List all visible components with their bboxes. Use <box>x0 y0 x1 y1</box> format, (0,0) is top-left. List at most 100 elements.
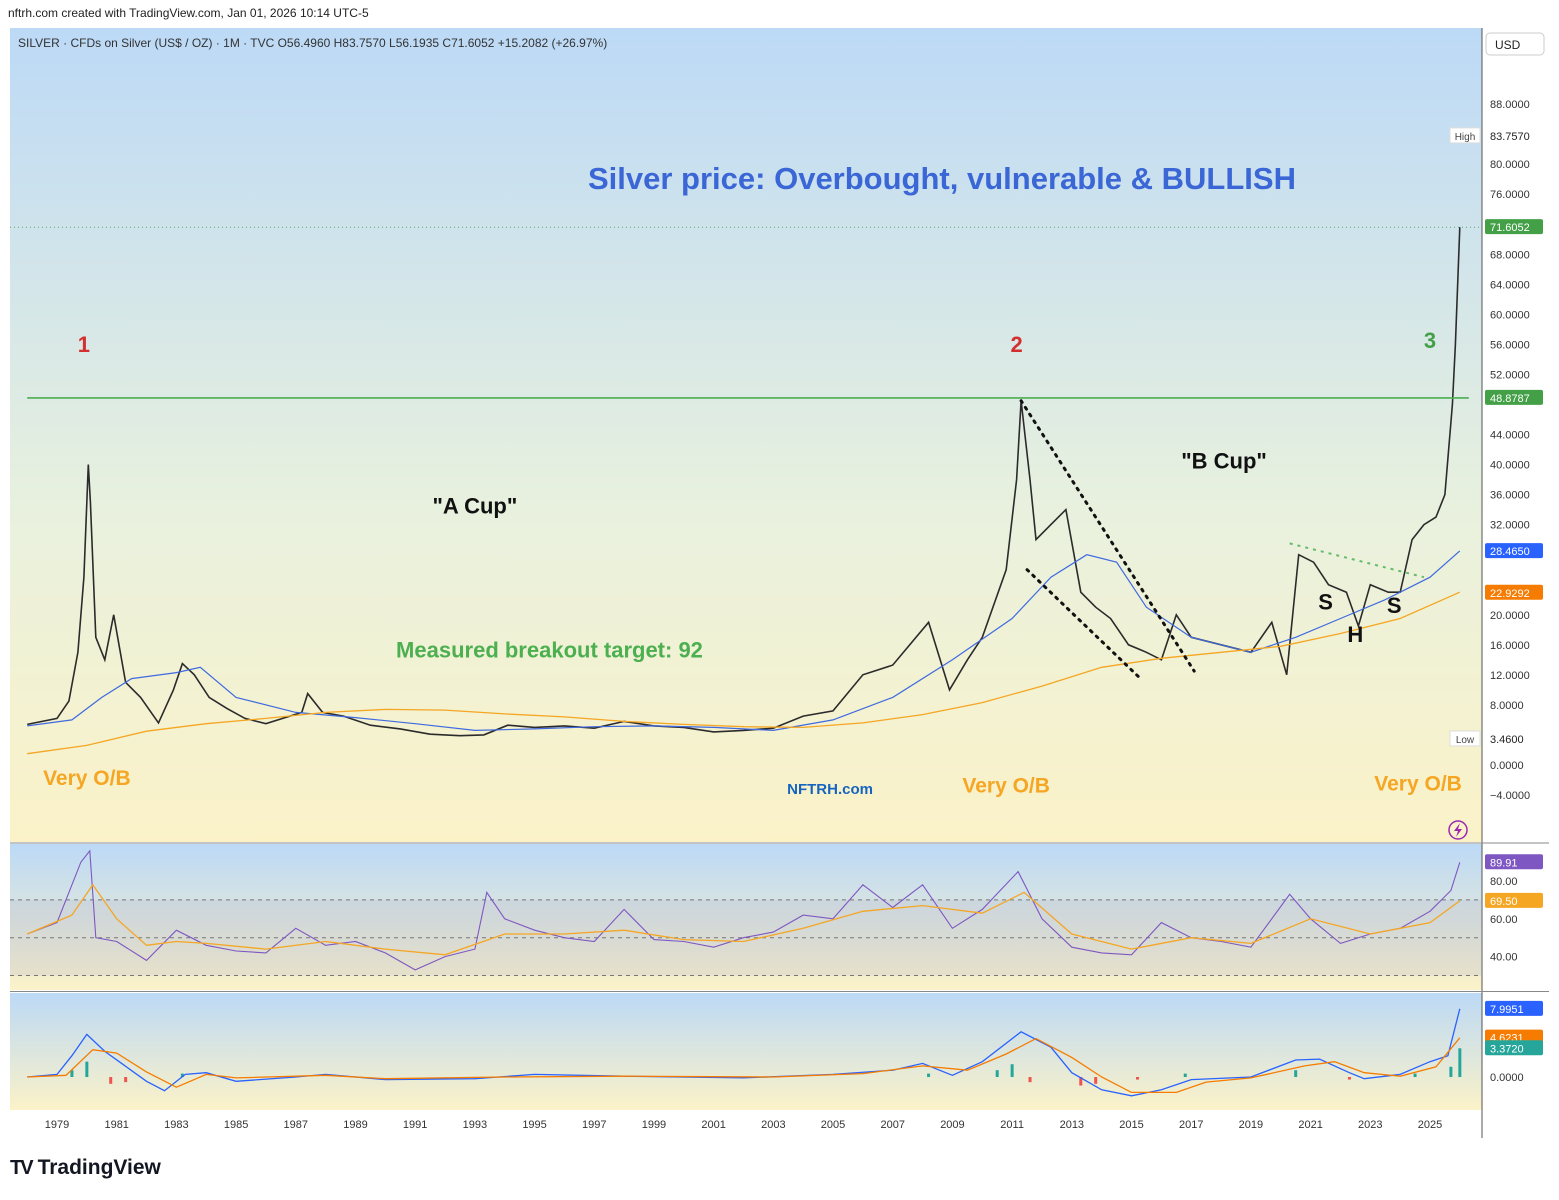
annotation-label: 3 <box>1424 328 1436 353</box>
price-tick-label: 64.0000 <box>1490 279 1530 291</box>
price-tag-value: 28.4650 <box>1490 546 1530 558</box>
price-tag-box <box>1485 219 1543 235</box>
symbol-legend[interactable]: SILVER · CFDs on Silver (US$ / OZ) · 1M … <box>18 36 607 50</box>
time-tick-label: 1995 <box>522 1119 546 1131</box>
macd-pane[interactable] <box>10 993 1482 1110</box>
time-tick-label: 2011 <box>1000 1119 1024 1131</box>
rsi-tick-label: 40.00 <box>1490 952 1518 964</box>
annotation-label: Very O/B <box>43 767 131 790</box>
time-tick-label: 2009 <box>940 1119 964 1131</box>
time-axis[interactable] <box>10 1110 1482 1138</box>
time-tick-label: 2003 <box>761 1119 785 1131</box>
price-tick-label: 80.0000 <box>1490 159 1530 171</box>
price-tag-value: 7.9951 <box>1490 1004 1524 1016</box>
macd-histogram-bar <box>1413 1073 1417 1078</box>
tradingview-logo[interactable]: TV TradingView <box>10 1156 161 1180</box>
price-pane[interactable] <box>10 28 1482 842</box>
macd-histogram-bar <box>1135 1077 1139 1080</box>
price-series-0 <box>27 227 1461 737</box>
time-tick-label: 1999 <box>642 1119 666 1131</box>
annotation-label: H <box>1347 622 1363 647</box>
price-tag-box <box>1485 389 1543 405</box>
macd-series-signal <box>27 1037 1461 1094</box>
price-tick-label: 32.0000 <box>1490 520 1530 532</box>
chart-credit: nftrh.com created with TradingView.com, … <box>8 6 369 20</box>
rsi-pane[interactable] <box>10 844 1482 990</box>
annotation-label: 1 <box>78 332 90 357</box>
annotation-label: S <box>1387 593 1402 618</box>
time-tick-label: 1983 <box>164 1119 188 1131</box>
price-tick-label: 0.0000 <box>1490 760 1524 772</box>
price-tag-box <box>1485 584 1543 600</box>
price-tag-value: 89.91 <box>1490 857 1518 869</box>
price-tick-label: 40.0000 <box>1490 460 1530 472</box>
price-tag-box <box>1485 1000 1543 1016</box>
price-tag-box <box>1449 730 1481 747</box>
time-tick-label: 1991 <box>403 1119 427 1131</box>
price-tick-label: 36.0000 <box>1490 490 1530 502</box>
channel-trendline[interactable] <box>1019 399 1196 673</box>
time-tick-label: 2015 <box>1119 1119 1143 1131</box>
macd-histogram-bar <box>109 1077 113 1084</box>
macd-histogram-bar <box>995 1070 999 1078</box>
macd-tick-label: 0.0000 <box>1490 1072 1524 1084</box>
time-tick-label: 2017 <box>1179 1119 1203 1131</box>
time-tick-label: 1997 <box>582 1119 606 1131</box>
price-tag-value: 3.3720 <box>1490 1043 1524 1055</box>
price-axis[interactable] <box>1482 28 1549 1138</box>
channel-trendline[interactable] <box>1025 568 1142 681</box>
annotation-label: "A Cup" <box>432 493 517 518</box>
price-tick-label: 52.0000 <box>1490 369 1530 381</box>
chart-title: Silver price: Overbought, vulnerable & B… <box>588 161 1296 196</box>
price-tick-label: 56.0000 <box>1490 339 1530 351</box>
time-tick-label: 2025 <box>1418 1119 1442 1131</box>
annotation-label: Measured breakout target: 92 <box>396 638 703 663</box>
price-tick-label: 88.0000 <box>1490 99 1530 111</box>
macd-histogram-bar <box>85 1061 89 1078</box>
price-tag-box <box>1485 1040 1543 1056</box>
time-tick-label: 1981 <box>104 1119 128 1131</box>
price-tag-box <box>1485 543 1543 559</box>
price-tick-label: 20.0000 <box>1490 610 1530 622</box>
annotation-label: NFTRH.com <box>787 781 873 798</box>
price-tick-label: −4.0000 <box>1490 790 1530 802</box>
alert-lightning-icon[interactable] <box>1448 820 1468 840</box>
macd-histogram-bar <box>1094 1077 1098 1084</box>
time-tick-label: 1993 <box>463 1119 487 1131</box>
price-tag-box <box>1485 892 1543 908</box>
time-tick-label: 1989 <box>343 1119 367 1131</box>
macd-histogram-bar <box>180 1073 184 1078</box>
annotation-label: Very O/B <box>962 775 1050 798</box>
time-tick-label: 2013 <box>1060 1119 1084 1131</box>
rsi-tick-label: 60.00 <box>1490 914 1518 926</box>
price-tick-label: 44.0000 <box>1490 430 1530 442</box>
currency-button[interactable] <box>1485 32 1545 56</box>
price-tag-caption: Low <box>1456 735 1475 746</box>
price-tag-value: 48.8787 <box>1490 393 1530 405</box>
time-tick-label: 1987 <box>284 1119 308 1131</box>
time-tick-label: 2005 <box>821 1119 845 1131</box>
macd-histogram-bar <box>1458 1048 1462 1078</box>
price-tag-box <box>1449 127 1481 144</box>
annotation-label: S <box>1318 589 1333 614</box>
macd-histogram-bar <box>1449 1066 1453 1078</box>
price-tag-value: 83.7570 <box>1490 131 1530 143</box>
annotation-label: Very O/B <box>1374 772 1462 795</box>
macd-histogram-bar <box>1010 1064 1014 1078</box>
price-tag-value: 3.4600 <box>1490 734 1524 746</box>
macd-histogram-bar <box>927 1073 931 1078</box>
price-tag-caption: High <box>1455 132 1476 143</box>
time-tick-label: 2023 <box>1358 1119 1382 1131</box>
time-tick-label: 2007 <box>880 1119 904 1131</box>
currency-button-label: USD <box>1495 38 1521 52</box>
macd-histogram-bar <box>1347 1077 1351 1080</box>
price-tick-label: 16.0000 <box>1490 640 1530 652</box>
macd-histogram-bar <box>1183 1073 1187 1078</box>
rsi-tick-label: 80.00 <box>1490 876 1518 888</box>
macd-histogram-bar <box>1079 1077 1083 1086</box>
price-tag-value: 69.50 <box>1490 896 1518 908</box>
macd-histogram-bar <box>124 1077 128 1083</box>
price-series-1 <box>27 550 1461 732</box>
time-tick-label: 1979 <box>45 1119 69 1131</box>
